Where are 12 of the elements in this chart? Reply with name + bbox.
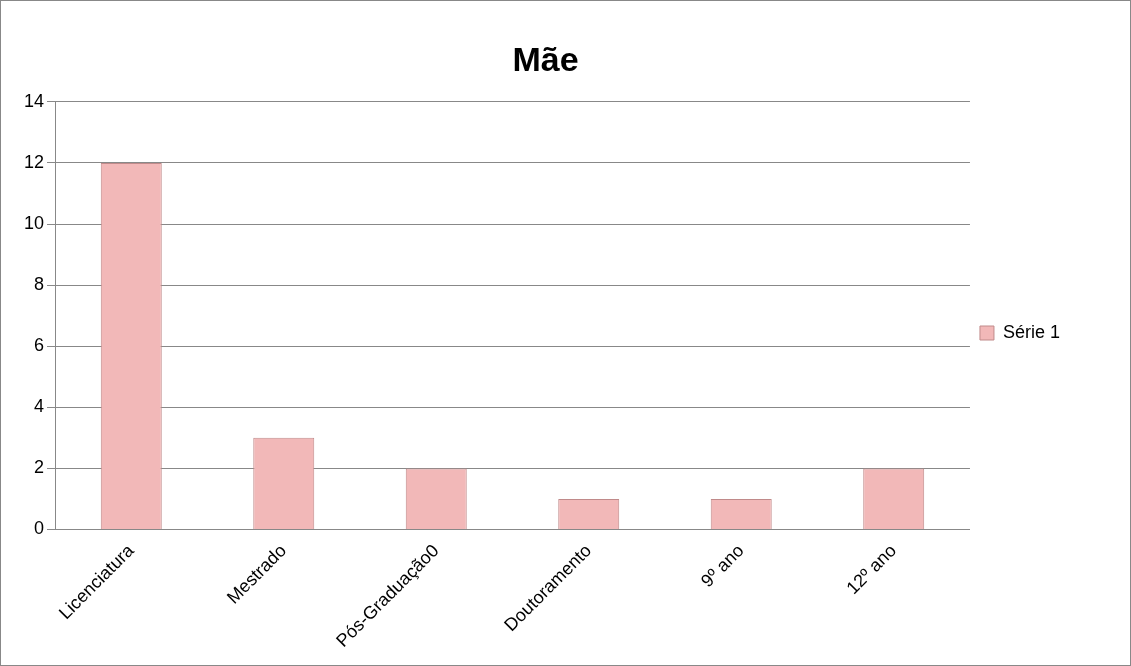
x-tick-label: 9º ano bbox=[696, 540, 748, 591]
y-tick-label: 2 bbox=[34, 457, 45, 478]
chart-title: Mãe bbox=[512, 39, 579, 78]
y-tick-label: 0 bbox=[34, 518, 45, 539]
y-tick-label: 14 bbox=[23, 90, 45, 111]
x-tick-label: 12º ano bbox=[842, 540, 901, 599]
legend-label: Série 1 bbox=[1002, 321, 1061, 342]
y-tick-label: 12 bbox=[23, 151, 45, 172]
y-tick-label: 6 bbox=[34, 335, 45, 356]
y-tick-label: 10 bbox=[23, 212, 45, 233]
y-tick-label: 8 bbox=[34, 274, 45, 295]
y-tick-label: 4 bbox=[34, 396, 45, 417]
